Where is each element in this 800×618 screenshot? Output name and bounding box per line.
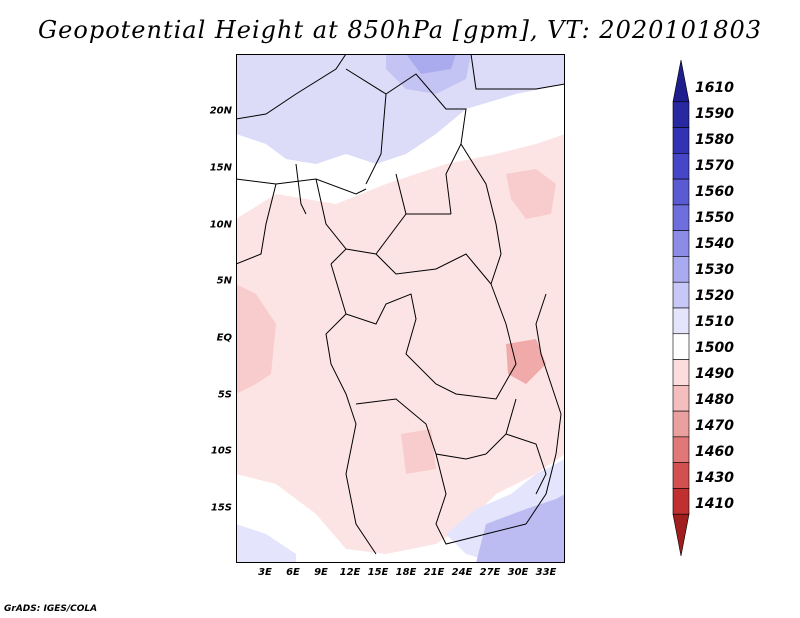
height-field-1490-west (236, 284, 276, 394)
colorbar-label: 1430 (695, 470, 734, 486)
colorbar-label: 1410 (695, 496, 734, 512)
lon-label: 21E (423, 567, 445, 578)
colorbar (672, 59, 690, 557)
lon-label: 18E (395, 567, 417, 578)
colorbar-label: 1590 (695, 106, 734, 122)
colorbar-segment (672, 59, 690, 103)
lat-label: 15S (210, 502, 232, 514)
colorbar-label: 1510 (695, 314, 734, 330)
height-field-1540 (406, 54, 456, 74)
colorbar-label: 1610 (695, 80, 734, 96)
colorbar-label: 1490 (695, 366, 734, 382)
colorbar-segment (672, 153, 690, 180)
colorbar-label: 1560 (695, 184, 734, 200)
lon-label: 24E (451, 567, 473, 578)
lon-label: 9E (314, 567, 328, 578)
lat-label: EQ (216, 332, 232, 344)
country-borders (236, 54, 565, 555)
colorbar-label: 1530 (695, 262, 734, 278)
lon-label: 33E (535, 567, 557, 578)
lon-label: 30E (507, 567, 529, 578)
lon-label: 12E (339, 567, 361, 578)
lat-label: 15N (209, 162, 232, 174)
map-frame (236, 54, 565, 563)
colorbar-segment (672, 307, 690, 335)
height-field-1500 (236, 134, 565, 554)
lat-label: 10S (210, 445, 232, 457)
colorbar-segment (672, 462, 690, 489)
colorbar-label: 1500 (695, 340, 734, 356)
lon-label: 27E (479, 567, 501, 578)
lat-label: 5N (216, 275, 232, 287)
colorbar-label: 1570 (695, 158, 734, 174)
colorbar-label: 1580 (695, 132, 734, 148)
lon-label: 3E (258, 567, 272, 578)
colorbar-label: 1460 (695, 444, 734, 460)
height-field-1490-east (506, 169, 556, 219)
lat-label: 5S (217, 389, 232, 401)
colorbar-segment (672, 385, 690, 412)
colorbar-segment (672, 488, 690, 515)
height-field-1480 (506, 339, 546, 384)
colorbar-segment (672, 436, 690, 463)
footer-credit: GrADS: IGES/COLA (4, 604, 98, 614)
colorbar-label: 1470 (695, 418, 734, 434)
colorbar-label: 1550 (695, 210, 734, 226)
height-field-1490-south (401, 429, 436, 474)
colorbar-segment (672, 359, 690, 386)
map-canvas (236, 54, 565, 563)
colorbar-segment (672, 513, 690, 557)
colorbar-segment (672, 204, 690, 231)
height-field-1530-south (476, 494, 565, 563)
map-title: Geopotential Height at 850hPa [gpm], VT:… (38, 16, 762, 44)
colorbar-segment (672, 178, 690, 206)
map-area (236, 54, 565, 563)
lat-label: 10N (209, 219, 232, 231)
colorbar-segment (672, 101, 690, 128)
colorbar-segment (672, 281, 690, 309)
height-field-1520 (236, 54, 565, 164)
lat-label: 20N (209, 105, 232, 117)
colorbar-segment (672, 256, 690, 283)
lon-label: 15E (367, 567, 389, 578)
colorbar-segment (672, 410, 690, 438)
colorbar-label: 1520 (695, 288, 734, 304)
colorbar-segment (672, 333, 690, 360)
colorbar-label: 1540 (695, 236, 734, 252)
height-field-1520-sw (236, 524, 296, 563)
colorbar-label: 1480 (695, 392, 734, 408)
colorbar-segment (672, 127, 690, 154)
colorbar-segment (672, 230, 690, 257)
lon-label: 6E (286, 567, 300, 578)
